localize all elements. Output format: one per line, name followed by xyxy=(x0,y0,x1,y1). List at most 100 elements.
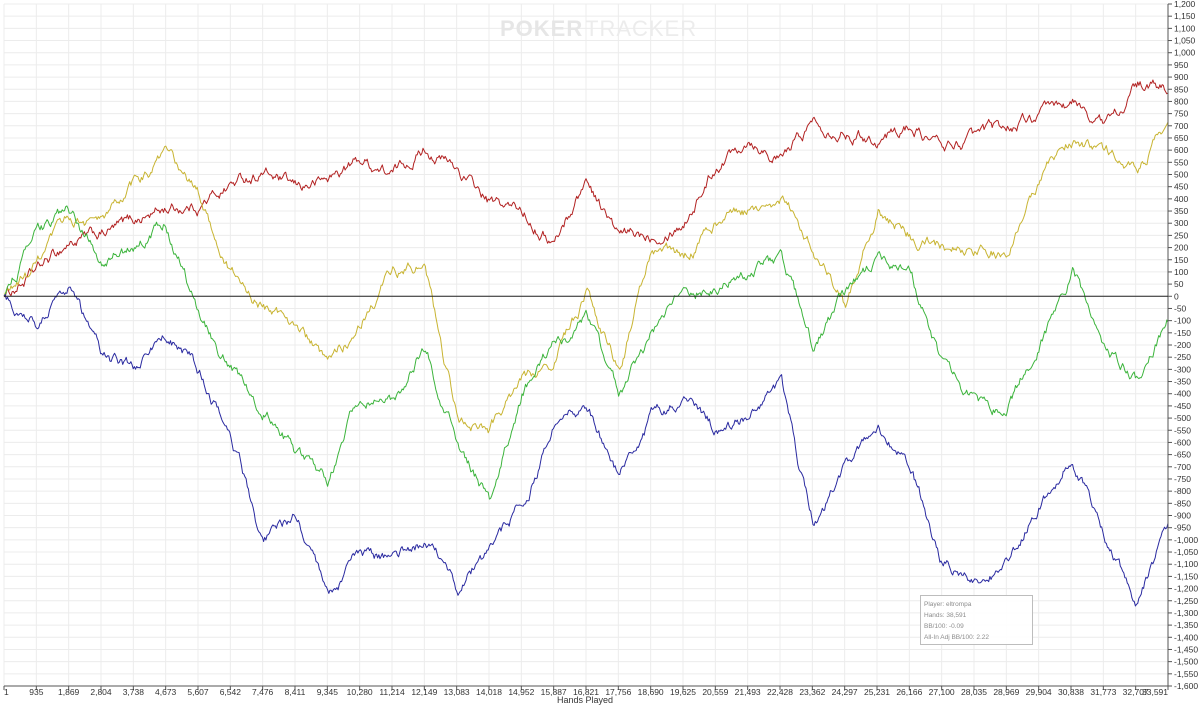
y-tick-label: -850 xyxy=(1174,498,1191,508)
y-tick-label: -200 xyxy=(1174,340,1191,350)
x-tick-label: 11,214 xyxy=(379,687,405,697)
x-tick-label: 28,035 xyxy=(961,687,987,697)
y-tick-label: -100 xyxy=(1174,316,1191,326)
x-tick-label: 17,756 xyxy=(605,687,631,697)
x-tick-label: 16,821 xyxy=(573,687,599,697)
y-tick-label: 550 xyxy=(1174,157,1188,167)
y-tick-label: -150 xyxy=(1174,328,1191,338)
x-tick-label: 25,231 xyxy=(864,687,890,697)
x-tick-label: 26,166 xyxy=(896,687,922,697)
y-tick-label: 1,000 xyxy=(1174,48,1196,58)
x-tick-label: 18,690 xyxy=(638,687,664,697)
y-tick-label: 800 xyxy=(1174,96,1188,106)
x-tick-label: 935 xyxy=(29,687,43,697)
x-tick-label: 1 xyxy=(4,687,9,697)
y-tick-label: 50 xyxy=(1174,279,1184,289)
x-tick-label: 7,476 xyxy=(252,687,274,697)
x-tick-label: 31,773 xyxy=(1090,687,1116,697)
x-tick-label: 9,345 xyxy=(317,687,339,697)
y-tick-label: -450 xyxy=(1174,401,1191,411)
y-tick-label: -650 xyxy=(1174,450,1191,460)
y-tick-label: -1,550 xyxy=(1174,669,1198,679)
y-tick-label: 1,050 xyxy=(1174,36,1196,46)
y-tick-label: -1,400 xyxy=(1174,632,1198,642)
y-tick-label: -1,300 xyxy=(1174,608,1198,618)
x-tick-label: 10,280 xyxy=(347,687,373,697)
y-tick-label: 600 xyxy=(1174,145,1188,155)
y-tick-label: 450 xyxy=(1174,182,1188,192)
x-tick-label: 14,018 xyxy=(476,687,502,697)
y-tick-label: -1,150 xyxy=(1174,571,1198,581)
x-tick-label: 12,149 xyxy=(411,687,437,697)
y-tick-label: 950 xyxy=(1174,60,1188,70)
y-tick-label: -800 xyxy=(1174,486,1191,496)
x-tick-label: 24,297 xyxy=(832,687,858,697)
series-line-2 xyxy=(3,121,1169,434)
player-stats-box: Player: eltrompa Hands: 38,591 BB/100: -… xyxy=(920,595,1033,645)
y-tick-label: -1,100 xyxy=(1174,559,1198,569)
y-tick-label: -900 xyxy=(1174,511,1191,521)
y-tick-label: -700 xyxy=(1174,462,1191,472)
series-line-1 xyxy=(3,79,1169,298)
x-tick-label: 4,673 xyxy=(155,687,177,697)
y-tick-label: -50 xyxy=(1174,303,1187,313)
y-tick-label: -750 xyxy=(1174,474,1191,484)
stats-allin-adj: All-In Adj BB/100: 2.22 xyxy=(924,634,990,641)
y-tick-label: -550 xyxy=(1174,425,1191,435)
y-tick-label: 650 xyxy=(1174,133,1188,143)
y-tick-label: 400 xyxy=(1174,194,1188,204)
y-tick-label: 1,150 xyxy=(1174,11,1196,21)
y-tick-label: -400 xyxy=(1174,389,1191,399)
stats-player: Player: eltrompa xyxy=(924,601,972,608)
series-line-4 xyxy=(3,286,1169,607)
x-tick-label: 33,591 xyxy=(1142,687,1168,697)
y-tick-label: -1,200 xyxy=(1174,584,1198,594)
x-tick-label: 29,904 xyxy=(1026,687,1052,697)
y-tick-label: 1,200 xyxy=(1174,0,1196,9)
x-tick-label: 19,625 xyxy=(670,687,696,697)
y-tick-label: -1,050 xyxy=(1174,547,1198,557)
y-axis-ticks: -1,600 -1,550 -1,500 -1,450 -1,400 -1,350 -1,3… xyxy=(1168,0,1198,691)
watermark-logo: POKER TRACKER xyxy=(500,16,697,41)
grid-lines xyxy=(3,3,1169,687)
y-tick-label: 850 xyxy=(1174,84,1188,94)
x-tick-label: 21,493 xyxy=(735,687,761,697)
y-tick-label: -1,250 xyxy=(1174,596,1198,606)
series-layer xyxy=(3,79,1169,607)
y-tick-label: -1,450 xyxy=(1174,644,1198,654)
y-tick-label: 0 xyxy=(1174,291,1179,301)
y-tick-label: 750 xyxy=(1174,109,1188,119)
watermark-text-tracker: TRACKER xyxy=(585,16,697,41)
x-tick-label: 14,952 xyxy=(508,687,534,697)
x-tick-label: 8,411 xyxy=(285,687,306,697)
y-tick-label: -1,500 xyxy=(1174,657,1198,667)
y-tick-label: -1,600 xyxy=(1174,681,1198,691)
y-tick-label: 350 xyxy=(1174,206,1188,216)
y-tick-label: 200 xyxy=(1174,243,1188,253)
y-tick-label: -1,000 xyxy=(1174,535,1198,545)
x-tick-label: 3,738 xyxy=(123,687,145,697)
x-tick-label: 30,838 xyxy=(1058,687,1084,697)
y-tick-label: 250 xyxy=(1174,230,1188,240)
y-tick-label: 700 xyxy=(1174,121,1188,131)
x-tick-label: 2,804 xyxy=(90,687,112,697)
x-tick-label: 22,428 xyxy=(767,687,793,697)
x-tick-label: 1,869 xyxy=(58,687,80,697)
y-tick-label: 100 xyxy=(1174,267,1188,277)
y-tick-label: 500 xyxy=(1174,170,1188,180)
y-tick-label: -950 xyxy=(1174,523,1191,533)
watermark-text-poker: POKER xyxy=(500,16,583,41)
y-tick-label: -250 xyxy=(1174,352,1191,362)
x-tick-label: 20,559 xyxy=(702,687,728,697)
y-tick-label: -300 xyxy=(1174,364,1191,374)
stats-hands: Hands: 38,591 xyxy=(924,612,967,619)
x-tick-label: 23,362 xyxy=(799,687,825,697)
x-axis-title: Hands Played xyxy=(557,695,613,705)
y-tick-label: -500 xyxy=(1174,413,1191,423)
x-tick-label: 15,887 xyxy=(541,687,567,697)
series-line-3 xyxy=(3,205,1169,500)
x-axis-ticks: 1 935 1,869 2,804 3,738 4,673 5,607 6,542 7,476 8… xyxy=(3,686,1169,697)
y-tick-label: 1,100 xyxy=(1174,23,1196,33)
y-tick-label: -1,350 xyxy=(1174,620,1198,630)
